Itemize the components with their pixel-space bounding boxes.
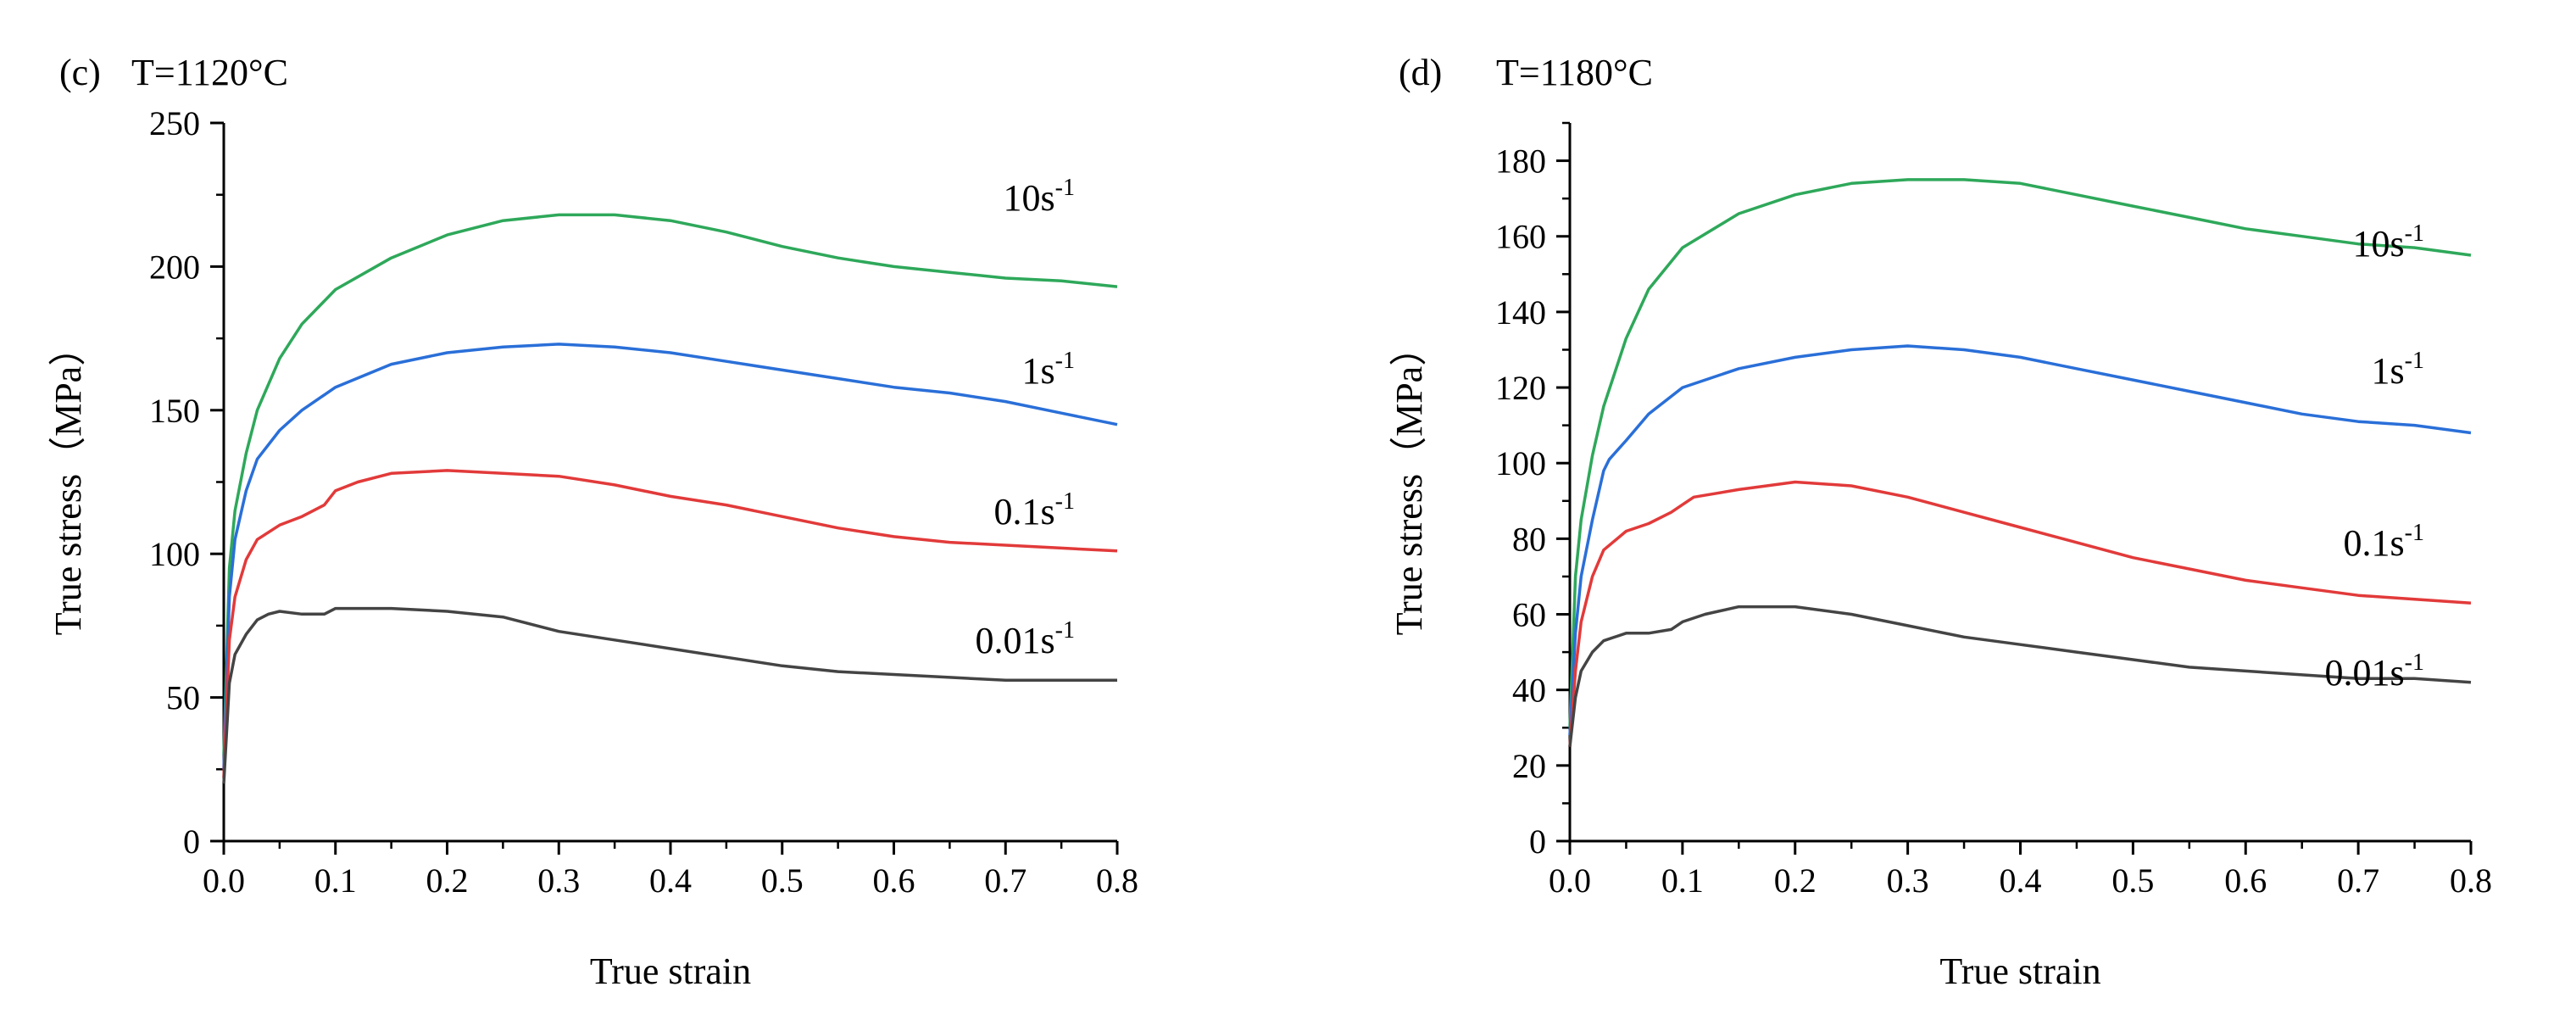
x-tick-label: 0.5 [761, 861, 804, 900]
x-tick-label: 0.0 [1549, 861, 1591, 900]
x-axis-title: True strain [590, 950, 751, 992]
y-tick-label: 150 [149, 392, 200, 430]
x-tick-label: 0.4 [649, 861, 692, 900]
series-label-0_01s: 0.01s-1 [2325, 649, 2424, 694]
x-tick-label: 0.7 [2337, 861, 2379, 900]
series-label-10s: 10s-1 [1004, 175, 1075, 219]
y-tick-label: 120 [1495, 369, 1546, 407]
y-tick-label: 0 [183, 822, 200, 861]
series-label-exponent: -1 [2405, 348, 2424, 374]
panel-label: (c) [59, 52, 101, 93]
y-tick-label: 40 [1512, 672, 1546, 710]
y-tick-label: 160 [1495, 218, 1546, 256]
series-line-0_01s [1568, 605, 2472, 747]
y-tick-label: 250 [149, 104, 200, 142]
series-line-10s [222, 213, 1118, 755]
series-label-exponent: -1 [1055, 175, 1075, 201]
x-tick-label: 0.2 [426, 861, 469, 900]
x-tick-label: 0.6 [873, 861, 915, 900]
series-line-0_01s [222, 606, 1117, 784]
x-tick-label: 0.3 [1887, 861, 1929, 900]
y-tick-label: 0 [1529, 822, 1546, 861]
y-tick-label: 140 [1495, 293, 1546, 332]
series-label-1s: 1s-1 [1022, 348, 1075, 392]
y-tick-label: 20 [1512, 747, 1546, 785]
series-label-10s: 10s-1 [2353, 220, 2424, 265]
x-tick-label: 0.4 [2000, 861, 2042, 900]
x-tick-label: 0.1 [1661, 861, 1704, 900]
x-tick-label: 0.7 [984, 861, 1027, 900]
series-label-exponent: -1 [2405, 520, 2424, 546]
series-line-1s [222, 343, 1118, 770]
x-tick-label: 0.8 [1096, 861, 1138, 900]
series-label-exponent: -1 [1055, 617, 1075, 644]
y-tick-label: 180 [1495, 142, 1546, 181]
panel-label: (d) [1399, 52, 1442, 93]
x-tick-label: 0.0 [203, 861, 245, 900]
y-axis-title: True stress（MPa） [47, 329, 89, 635]
series-label-exponent: -1 [2405, 220, 2424, 247]
y-tick-label: 100 [1495, 444, 1546, 482]
x-tick-label: 0.1 [314, 861, 357, 900]
x-tick-label: 0.3 [537, 861, 580, 900]
series-line-1s [1568, 344, 2472, 736]
chart-title: T=1120°C [131, 52, 288, 93]
series-line-0_1s [222, 469, 1118, 778]
series-line-0_1s [1568, 480, 2472, 747]
series-label-0_1s: 0.1s-1 [994, 488, 1075, 532]
x-tick-label: 0.6 [2224, 861, 2267, 900]
series-label-exponent: -1 [2405, 649, 2424, 676]
x-axis-title: True strain [1939, 950, 2100, 992]
series-label-exponent: -1 [1055, 488, 1075, 515]
panel-d: (d) T=1180°C 0.0 0.1 0.2 0.3 0.4 0.5 0.6 0.7 0.8 0 2… [1388, 52, 2492, 992]
y-tick-label: 80 [1512, 520, 1546, 558]
series-label-0_01s: 0.01s-1 [976, 617, 1075, 661]
series-label-exponent: -1 [1055, 348, 1075, 374]
chart-title: T=1180°C [1496, 52, 1653, 93]
series-label-0_1s: 0.1s-1 [2344, 520, 2424, 564]
x-tick-label: 0.8 [2450, 861, 2492, 900]
series-line-10s [1568, 178, 2472, 728]
y-tick-label: 200 [149, 248, 200, 286]
y-tick-label: 60 [1512, 596, 1546, 634]
y-axis-title: True stress（MPa） [1388, 329, 1430, 635]
series-label-1s: 1s-1 [2372, 348, 2424, 392]
y-tick-label: 100 [149, 535, 200, 573]
panel-c: (c) T=1120°C 0.0 0.1 0.2 0.3 0.4 0.5 0.6 0.7 0.8 0 5… [47, 52, 1138, 992]
x-tick-label: 0.2 [1774, 861, 1817, 900]
x-tick-label: 0.5 [2111, 861, 2154, 900]
y-tick-label: 50 [166, 679, 200, 717]
